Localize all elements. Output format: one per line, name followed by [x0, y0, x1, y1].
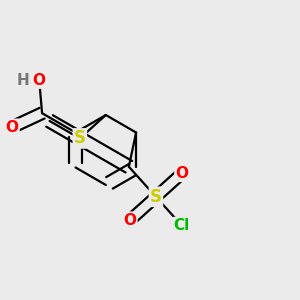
Text: Cl: Cl — [174, 218, 190, 233]
Text: H: H — [16, 73, 29, 88]
Text: S: S — [150, 188, 162, 206]
Text: O: O — [6, 120, 19, 135]
Text: O: O — [124, 213, 136, 228]
Text: S: S — [74, 129, 86, 147]
Text: O: O — [176, 166, 188, 181]
Text: O: O — [33, 73, 46, 88]
